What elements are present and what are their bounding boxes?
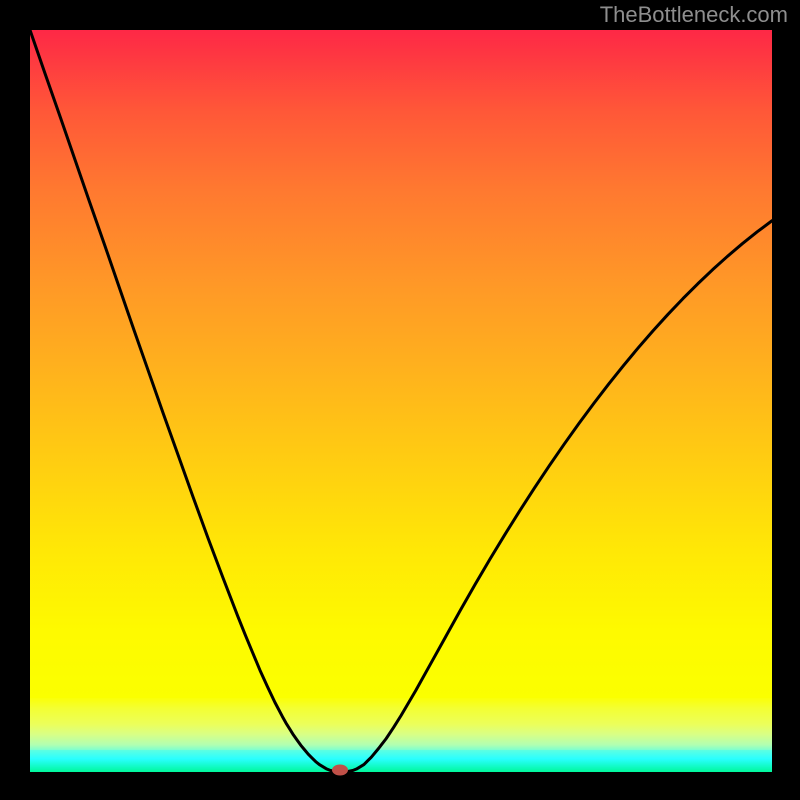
optimal-point-marker — [332, 764, 348, 775]
curve-path — [30, 30, 772, 772]
plot-area — [30, 30, 772, 772]
chart-frame: TheBottleneck.com — [0, 0, 800, 800]
bottleneck-curve — [30, 30, 772, 772]
watermark-text: TheBottleneck.com — [600, 2, 788, 28]
